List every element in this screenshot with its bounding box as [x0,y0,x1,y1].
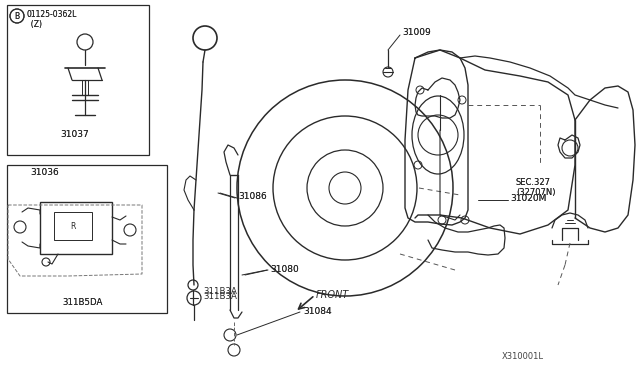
Text: 31009: 31009 [402,28,431,37]
Text: 311B5DA: 311B5DA [62,298,102,307]
Text: 31020M: 31020M [510,194,547,203]
Text: 31080: 31080 [270,265,299,274]
Text: 31080: 31080 [270,265,299,274]
Text: B: B [15,12,20,20]
Bar [7,5,149,155]
Text: 311B5DA: 311B5DA [62,298,102,307]
Text: 31084: 31084 [303,307,332,316]
Bar [54,212,92,240]
Bar [7,165,167,313]
Text: 31037: 31037 [60,130,89,139]
Text: 31036: 31036 [30,168,59,177]
Text: FRONT: FRONT [316,290,349,300]
Text: R: R [70,222,76,231]
Text: 01125-0362L
  (Z): 01125-0362L (Z) [26,10,76,29]
Text: B: B [15,12,20,20]
Text: X310001L: X310001L [502,352,544,361]
Text: 31036: 31036 [30,168,59,177]
Text: 31086: 31086 [238,192,267,201]
Text: 311B3A: 311B3A [203,287,237,296]
Text: SEC.327
(32707N): SEC.327 (32707N) [516,178,556,198]
Text: SEC.327
(32707N): SEC.327 (32707N) [516,178,556,198]
Bar [40,202,112,254]
Text: 31037: 31037 [60,130,89,139]
Text: 31086: 31086 [238,192,267,201]
Text: 31020M: 31020M [510,194,547,203]
Text: 311B3A: 311B3A [203,292,237,301]
Text: 31084: 31084 [303,307,332,316]
Text: 31009: 31009 [402,28,431,37]
Text: 01125-0362L
  (Z): 01125-0362L (Z) [26,10,76,29]
